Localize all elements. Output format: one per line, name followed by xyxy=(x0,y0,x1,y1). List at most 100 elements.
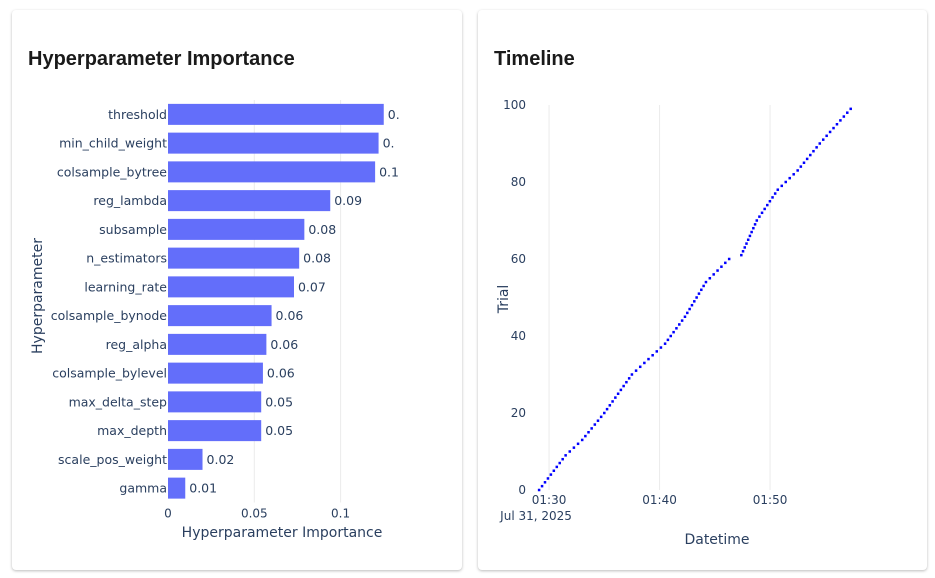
timeline-trial-point[interactable] xyxy=(622,384,625,388)
timeline-trial-point[interactable] xyxy=(678,323,681,326)
timeline-trial-point[interactable] xyxy=(724,261,727,265)
timeline-trial-point[interactable] xyxy=(683,315,687,319)
importance-bar[interactable] xyxy=(168,391,262,413)
timeline-trial-point[interactable] xyxy=(651,354,654,357)
timeline-trial-point[interactable] xyxy=(792,173,795,176)
timeline-trial-point[interactable] xyxy=(784,180,787,184)
timeline-trial-point[interactable] xyxy=(552,469,556,473)
timeline-trial-point[interactable] xyxy=(835,123,839,126)
timeline-trial-point[interactable] xyxy=(603,411,606,415)
timeline-trial-point[interactable] xyxy=(809,153,812,157)
timeline-trial-point[interactable] xyxy=(666,338,670,342)
timeline-trial-point[interactable] xyxy=(818,142,822,145)
timeline-trial-point[interactable] xyxy=(643,361,646,365)
timeline-trial-point[interactable] xyxy=(746,238,750,242)
timeline-trial-point[interactable] xyxy=(773,192,777,195)
timeline-trial-point[interactable] xyxy=(596,419,600,422)
timeline-trial-point[interactable] xyxy=(788,176,791,180)
importance-bar[interactable] xyxy=(168,362,263,384)
timeline-trial-point[interactable] xyxy=(611,400,614,403)
timeline-trial-point[interactable] xyxy=(690,303,694,307)
timeline-trial-point[interactable] xyxy=(619,388,623,392)
importance-bar[interactable] xyxy=(168,190,331,212)
timeline-trial-point[interactable] xyxy=(799,165,803,168)
timeline-trial-point[interactable] xyxy=(727,257,731,261)
timeline-trial-point[interactable] xyxy=(605,407,609,411)
timeline-trial-point[interactable] xyxy=(669,334,673,338)
timeline-trial-point[interactable] xyxy=(695,296,698,299)
timeline-trial-point[interactable] xyxy=(625,380,628,384)
timeline-trial-point[interactable] xyxy=(608,404,612,407)
timeline-trial-point[interactable] xyxy=(846,111,849,114)
timeline-trial-point[interactable] xyxy=(634,369,638,372)
timeline-trial-point[interactable] xyxy=(780,184,784,188)
timeline-trial-point[interactable] xyxy=(776,188,780,191)
timeline-trial-point[interactable] xyxy=(704,280,708,284)
importance-bar[interactable] xyxy=(168,333,267,355)
timeline-trial-point[interactable] xyxy=(766,203,769,207)
timeline-trial-point[interactable] xyxy=(693,300,696,303)
timeline-trial-point[interactable] xyxy=(708,277,712,280)
timeline-trial-point[interactable] xyxy=(688,307,691,311)
timeline-trial-point[interactable] xyxy=(753,223,757,226)
timeline-trial-point[interactable] xyxy=(825,134,828,138)
timeline-trial-point[interactable] xyxy=(584,434,587,438)
timeline-trial-point[interactable] xyxy=(580,438,584,442)
timeline-trial-point[interactable] xyxy=(549,473,553,476)
timeline-trial-point[interactable] xyxy=(745,242,748,245)
timeline-trial-point[interactable] xyxy=(555,465,559,469)
timeline-trial-point[interactable] xyxy=(755,219,759,222)
timeline-trial-point[interactable] xyxy=(697,292,701,295)
timeline-trial-point[interactable] xyxy=(758,215,761,218)
timeline-trial-point[interactable] xyxy=(546,477,550,480)
timeline-trial-point[interactable] xyxy=(720,265,723,268)
importance-bar[interactable] xyxy=(168,103,384,125)
timeline-trial-point[interactable] xyxy=(842,115,846,118)
timeline-trial-point[interactable] xyxy=(771,196,774,199)
timeline-trial-point[interactable] xyxy=(741,250,745,253)
timeline-trial-point[interactable] xyxy=(760,211,764,215)
timeline-trial-point[interactable] xyxy=(802,161,806,165)
timeline-trial-point[interactable] xyxy=(712,273,715,276)
timeline-trial-point[interactable] xyxy=(659,346,663,349)
timeline-trial-point[interactable] xyxy=(672,330,675,334)
timeline-trial-point[interactable] xyxy=(828,130,832,134)
timeline-trial-point[interactable] xyxy=(630,373,634,376)
timeline-trial-point[interactable] xyxy=(558,461,561,465)
timeline-trial-point[interactable] xyxy=(593,423,597,426)
timeline-trial-point[interactable] xyxy=(572,446,576,449)
importance-bar[interactable] xyxy=(168,276,294,298)
timeline-trial-point[interactable] xyxy=(561,457,564,461)
timeline-trial-point[interactable] xyxy=(821,138,825,141)
timeline-trial-point[interactable] xyxy=(815,146,818,149)
timeline-trial-point[interactable] xyxy=(796,169,799,172)
timeline-trial-point[interactable] xyxy=(740,253,743,257)
timeline-trial-point[interactable] xyxy=(564,454,567,457)
timeline-trial-point[interactable] xyxy=(537,488,541,492)
timeline-trial-point[interactable] xyxy=(647,357,650,361)
timeline-trial-point[interactable] xyxy=(590,427,593,430)
timeline-trial-point[interactable] xyxy=(663,342,667,345)
timeline-trial-point[interactable] xyxy=(805,157,809,161)
importance-bar[interactable] xyxy=(168,161,376,183)
timeline-trial-point[interactable] xyxy=(587,431,590,434)
timeline-trial-point[interactable] xyxy=(849,107,852,111)
timeline-trial-point[interactable] xyxy=(752,226,755,230)
timeline-trial-point[interactable] xyxy=(680,319,684,322)
timeline-trial-point[interactable] xyxy=(700,288,703,292)
timeline-trial-point[interactable] xyxy=(832,126,835,130)
timeline-trial-point[interactable] xyxy=(576,442,580,446)
timeline-trial-point[interactable] xyxy=(638,365,642,369)
importance-bar[interactable] xyxy=(168,132,379,154)
timeline-trial-point[interactable] xyxy=(540,484,544,488)
timeline-trial-point[interactable] xyxy=(743,246,747,249)
timeline-trial-point[interactable] xyxy=(716,269,719,272)
importance-bar[interactable] xyxy=(168,420,262,442)
timeline-trial-point[interactable] xyxy=(768,200,772,203)
timeline-trial-point[interactable] xyxy=(614,396,617,399)
timeline-trial-point[interactable] xyxy=(686,311,689,315)
timeline-trial-point[interactable] xyxy=(599,415,603,419)
timeline-trial-point[interactable] xyxy=(655,350,659,353)
timeline-trial-point[interactable] xyxy=(568,450,572,453)
timeline-trial-point[interactable] xyxy=(616,392,620,396)
